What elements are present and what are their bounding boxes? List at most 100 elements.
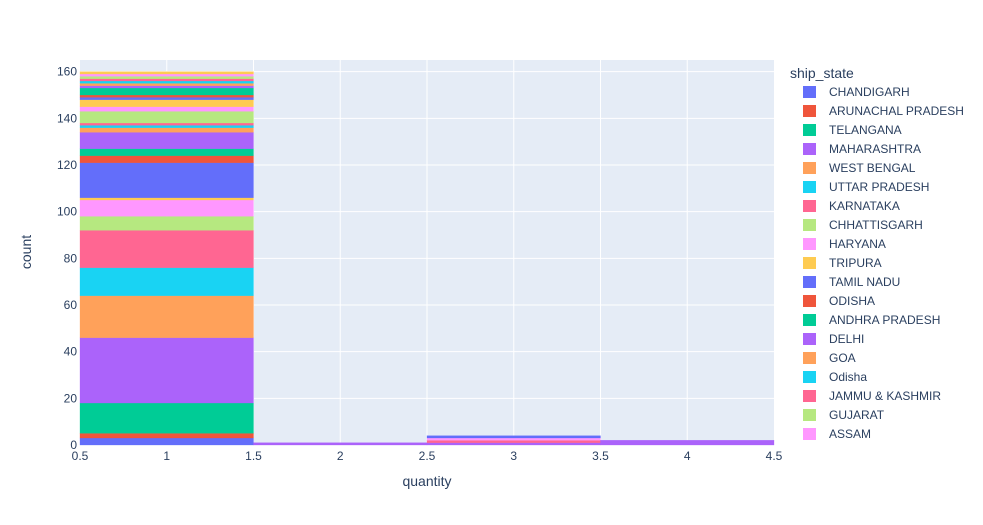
legend-label-17[interactable]: GUJARAT bbox=[829, 408, 885, 422]
legend-label-8[interactable]: HARYANA bbox=[829, 237, 886, 251]
bar-segment-bin1-29 bbox=[79, 71, 254, 75]
legend-label-0[interactable]: CHANDIGARH bbox=[829, 85, 910, 99]
legend-swatch-13[interactable] bbox=[803, 333, 816, 345]
legend-label-15[interactable]: Odisha bbox=[829, 370, 867, 384]
y-axis-title: count bbox=[18, 235, 34, 269]
bar-segment-bin1-8 bbox=[79, 199, 254, 217]
bar-segment-bin1-11 bbox=[79, 155, 254, 163]
y-tick-label-4: 80 bbox=[64, 251, 78, 265]
x-tick-label-0: 0.5 bbox=[72, 449, 89, 463]
y-tick-label-3: 60 bbox=[64, 298, 78, 312]
legend-label-9[interactable]: TRIPURA bbox=[829, 256, 882, 270]
bar-segment-bin1-0 bbox=[79, 437, 254, 446]
legend-swatch-8[interactable] bbox=[803, 238, 816, 250]
bar-segment-bin1-14 bbox=[79, 127, 254, 133]
y-tick-label-7: 140 bbox=[57, 111, 77, 125]
legend-swatch-4[interactable] bbox=[803, 162, 816, 174]
bar-segment-bin3-3 bbox=[426, 442, 601, 446]
bar-segment-bin2-3 bbox=[253, 442, 428, 446]
legend-swatch-5[interactable] bbox=[803, 181, 816, 193]
bar-segment-bin1-5 bbox=[79, 267, 254, 296]
bar-segment-bin4-3 bbox=[600, 440, 775, 446]
y-tick-label-0: 0 bbox=[70, 438, 77, 452]
legend-label-5[interactable]: UTTAR PRADESH bbox=[829, 180, 929, 194]
legend-swatch-16[interactable] bbox=[803, 390, 816, 402]
bar-segment-bin3-10 bbox=[426, 435, 601, 439]
legend-swatch-17[interactable] bbox=[803, 409, 816, 421]
legend-swatch-3[interactable] bbox=[803, 143, 816, 155]
x-tick-label-5: 3 bbox=[510, 449, 517, 463]
bar-segment-bin3-8 bbox=[426, 437, 601, 441]
bar-segment-bin1-26 bbox=[79, 78, 254, 82]
bar-segment-bin1-9 bbox=[79, 197, 254, 201]
legend: CHANDIGARH ARUNACHAL PRADESH TELANGANA MAHA… bbox=[803, 85, 964, 441]
bar-segment-bin1-24 bbox=[79, 83, 254, 86]
x-tick-label-3: 2 bbox=[337, 449, 344, 463]
legend-swatch-10[interactable] bbox=[803, 276, 816, 288]
bar-segment-bin1-27 bbox=[79, 76, 254, 79]
legend-label-2[interactable]: TELANGANA bbox=[829, 123, 902, 137]
legend-swatch-12[interactable] bbox=[803, 314, 816, 326]
bar-segment-bin1-3 bbox=[79, 337, 254, 404]
legend-label-6[interactable]: KARNATAKA bbox=[829, 199, 900, 213]
legend-label-18[interactable]: ASSAM bbox=[829, 427, 871, 441]
legend-swatch-14[interactable] bbox=[803, 352, 816, 364]
x-tick-label-2: 1.5 bbox=[245, 449, 262, 463]
y-tick-label-5: 100 bbox=[57, 205, 77, 219]
legend-swatch-15[interactable] bbox=[803, 371, 816, 383]
y-axis-ticks: 0 20 40 60 80 100 120 140 160 bbox=[57, 65, 77, 452]
legend-title: ship_state bbox=[790, 65, 854, 81]
bars-group bbox=[79, 71, 775, 446]
bar-segment-bin1-20 bbox=[79, 97, 254, 100]
legend-swatch-0[interactable] bbox=[803, 86, 816, 98]
bar-segment-bin1-15 bbox=[79, 125, 254, 128]
x-tick-label-4: 2.5 bbox=[419, 449, 436, 463]
y-tick-label-8: 160 bbox=[57, 65, 77, 79]
legend-swatch-1[interactable] bbox=[803, 105, 816, 117]
bar-segment-bin1-13 bbox=[79, 132, 254, 149]
legend-label-11[interactable]: ODISHA bbox=[829, 294, 875, 308]
legend-swatch-7[interactable] bbox=[803, 219, 816, 231]
x-tick-label-8: 4.5 bbox=[766, 449, 783, 463]
legend-label-10[interactable]: TAMIL NADU bbox=[829, 275, 900, 289]
x-axis-title: quantity bbox=[402, 473, 451, 489]
bar-segment-bin1-6 bbox=[79, 230, 254, 268]
bar-segment-bin1-4 bbox=[79, 295, 254, 338]
bar-segment-bin1-17 bbox=[79, 111, 254, 124]
bar-segment-bin1-23 bbox=[79, 85, 254, 89]
bar-segment-bin1-16 bbox=[79, 122, 254, 126]
legend-label-13[interactable]: DELHI bbox=[829, 332, 864, 346]
legend-swatch-6[interactable] bbox=[803, 200, 816, 212]
x-tick-label-7: 4 bbox=[684, 449, 691, 463]
bar-segment-bin1-1 bbox=[79, 433, 254, 439]
bar-segment-bin1-12 bbox=[79, 148, 254, 156]
legend-label-1[interactable]: ARUNACHAL PRADESH bbox=[829, 104, 964, 118]
legend-label-4[interactable]: WEST BENGAL bbox=[829, 161, 916, 175]
bar-segment-bin1-18 bbox=[79, 106, 254, 112]
legend-label-12[interactable]: ANDHRA PRADESH bbox=[829, 313, 940, 327]
y-tick-label-6: 120 bbox=[57, 158, 77, 172]
y-tick-label-2: 40 bbox=[64, 345, 78, 359]
bar-segment-bin1-25 bbox=[79, 80, 254, 84]
bar-segment-bin1-19 bbox=[79, 99, 254, 107]
legend-swatch-2[interactable] bbox=[803, 124, 816, 136]
x-tick-label-6: 3.5 bbox=[592, 449, 609, 463]
legend-label-7[interactable]: CHHATTISGARH bbox=[829, 218, 923, 232]
bar-segment-bin3-6 bbox=[426, 440, 601, 443]
y-tick-label-1: 20 bbox=[64, 391, 78, 405]
legend-swatch-11[interactable] bbox=[803, 295, 816, 307]
legend-label-3[interactable]: MAHARASHTRA bbox=[829, 142, 921, 156]
bar-segment-bin1-22 bbox=[79, 87, 254, 96]
legend-swatch-9[interactable] bbox=[803, 257, 816, 269]
bar-segment-bin1-28 bbox=[79, 73, 254, 77]
bar-segment-bin1-7 bbox=[79, 216, 254, 231]
legend-swatch-18[interactable] bbox=[803, 428, 816, 440]
legend-label-14[interactable]: GOA bbox=[829, 351, 856, 365]
legend-label-16[interactable]: JAMMU & KASHMIR bbox=[829, 389, 941, 403]
x-tick-label-1: 1 bbox=[163, 449, 170, 463]
x-axis-ticks: 0.5 1 1.5 2 2.5 3 3.5 4 4.5 bbox=[72, 449, 783, 463]
bar-segment-bin1-10 bbox=[79, 162, 254, 198]
bar-segment-bin1-2 bbox=[79, 402, 254, 434]
bar-segment-bin1-21 bbox=[79, 94, 254, 98]
